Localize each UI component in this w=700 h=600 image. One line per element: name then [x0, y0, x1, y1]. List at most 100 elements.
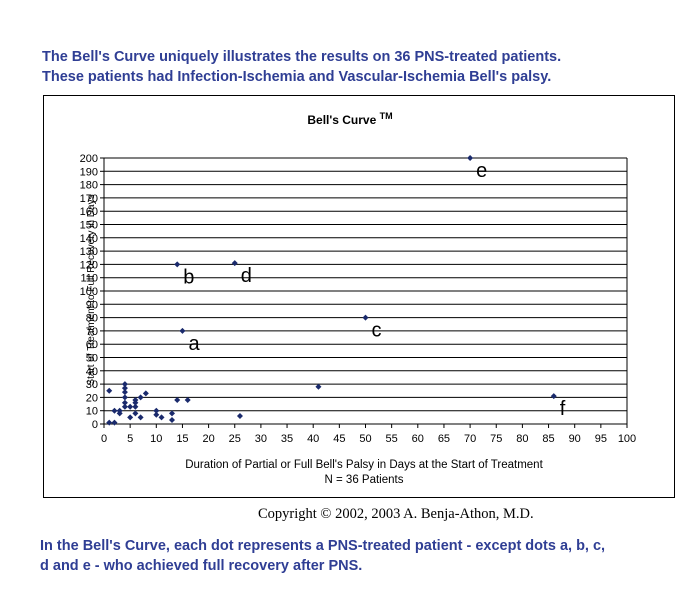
annotation-e: e [476, 160, 487, 182]
x-tick-label-65: 65 [438, 433, 450, 445]
data-point-25 [168, 417, 175, 424]
x-tick-label-90: 90 [569, 433, 581, 445]
data-point-12 [121, 399, 128, 406]
y-tick-label-140: 140 [80, 233, 98, 245]
y-tick-label-170: 170 [80, 193, 98, 205]
x-tick-label-100: 100 [618, 433, 636, 445]
x-tick-label-95: 95 [595, 433, 607, 445]
x-tick-label-0: 0 [101, 433, 107, 445]
trademark-mark: TM [379, 111, 393, 121]
y-tick-label-30: 30 [86, 379, 98, 391]
data-point-26 [168, 410, 175, 417]
footer-line-2: d and e - who achieved full recovery aft… [40, 558, 363, 574]
grid-lines [104, 157, 627, 425]
data-points [106, 155, 557, 426]
data-point-33 [174, 261, 181, 268]
x-tick-label-35: 35 [281, 433, 293, 445]
y-tick-label-50: 50 [86, 353, 98, 365]
data-point-1 [106, 419, 113, 426]
data-point-34 [362, 314, 369, 321]
data-point-2 [111, 419, 118, 426]
footer-text: In the Bell's Curve, each dot represents… [40, 536, 680, 576]
chart-title: Bell's Curve TM [0, 111, 700, 127]
axes [100, 157, 628, 428]
x-tick-label-40: 40 [307, 433, 319, 445]
x-tick-labels: 0 5 10 15 20 25 30 35 40 45 50 55 60 65 70 75 80 85 90 95 10… [101, 433, 636, 445]
y-tick-label-130: 130 [80, 246, 98, 258]
data-point-35 [231, 260, 238, 267]
data-point-24 [158, 414, 165, 421]
x-tick-label-30: 30 [255, 433, 267, 445]
annotation-c: c [372, 320, 382, 342]
annotation-d: d [241, 265, 252, 287]
x-tick-label-80: 80 [516, 433, 528, 445]
y-tick-label-70: 70 [86, 326, 98, 338]
intro-line-2: These patients had Infection-Ischemia an… [42, 69, 552, 85]
data-point-31 [550, 393, 557, 400]
chart-title-text: Bell's Curve [307, 113, 377, 127]
data-point-23 [153, 407, 160, 414]
data-point-21 [142, 390, 149, 397]
x-tick-label-15: 15 [176, 433, 188, 445]
data-point-18 [132, 397, 139, 404]
data-point-27 [174, 397, 181, 404]
point-annotations: a b c d e f [183, 160, 566, 420]
y-tick-label-90: 90 [86, 299, 98, 311]
y-tick-label-190: 190 [80, 166, 98, 178]
x-tick-label-85: 85 [542, 433, 554, 445]
data-point-30 [315, 383, 322, 390]
footer-line-1: In the Bell's Curve, each dot represents… [40, 538, 606, 554]
data-point-3 [106, 387, 113, 394]
data-point-10 [121, 381, 128, 388]
chart-panel [43, 95, 675, 498]
data-point-20 [137, 394, 144, 401]
y-tick-label-160: 160 [80, 206, 98, 218]
x-axis-sublabel: N = 36 Patients [325, 474, 404, 486]
data-point-9 [121, 385, 128, 392]
y-tick-label-0: 0 [92, 419, 98, 431]
x-tick-label-75: 75 [490, 433, 502, 445]
x-tick-label-5: 5 [127, 433, 133, 445]
y-tick-label-150: 150 [80, 220, 98, 232]
data-point-16 [132, 403, 139, 410]
x-tick-label-25: 25 [229, 433, 241, 445]
y-tick-label-20: 20 [86, 392, 98, 404]
y-tick-label-200: 200 [80, 153, 98, 165]
data-point-11 [121, 403, 128, 410]
x-tick-label-60: 60 [412, 433, 424, 445]
data-point-7 [121, 394, 128, 401]
data-point-22 [153, 411, 160, 418]
y-tick-label-120: 120 [80, 259, 98, 271]
x-tick-label-50: 50 [359, 433, 371, 445]
data-point-6 [116, 407, 123, 414]
y-tick-label-80: 80 [86, 313, 98, 325]
x-tick-label-20: 20 [202, 433, 214, 445]
data-point-15 [132, 410, 139, 417]
y-tick-label-110: 110 [80, 273, 98, 285]
data-point-29 [236, 413, 243, 420]
annotation-a: a [188, 333, 200, 355]
y-tick-label-100: 100 [80, 286, 98, 298]
data-point-36 [467, 155, 474, 161]
x-tick-label-55: 55 [386, 433, 398, 445]
y-tick-label-60: 60 [86, 339, 98, 351]
data-point-32 [179, 327, 186, 334]
copyright-text: Copyright © 2002, 2003 A. Benja-Athon, M… [258, 506, 534, 522]
y-axis-label: Start of Treatment to Full Recovery in D… [86, 194, 97, 385]
data-point-8 [121, 389, 128, 396]
x-tick-label-10: 10 [150, 433, 162, 445]
data-point-4 [111, 407, 118, 414]
x-tick-label-70: 70 [464, 433, 476, 445]
data-point-13 [127, 414, 134, 421]
y-tick-label-180: 180 [80, 180, 98, 192]
annotation-b: b [183, 266, 194, 288]
x-axis-label: Duration of Partial or Full Bell's Palsy… [185, 459, 543, 471]
data-point-14 [127, 403, 134, 410]
intro-line-1: The Bell's Curve uniquely illustrates th… [42, 49, 562, 65]
y-tick-label-10: 10 [86, 406, 98, 418]
x-tick-label-45: 45 [333, 433, 345, 445]
y-tick-label-40: 40 [86, 366, 98, 378]
intro-text: The Bell's Curve uniquely illustrates th… [42, 47, 682, 87]
